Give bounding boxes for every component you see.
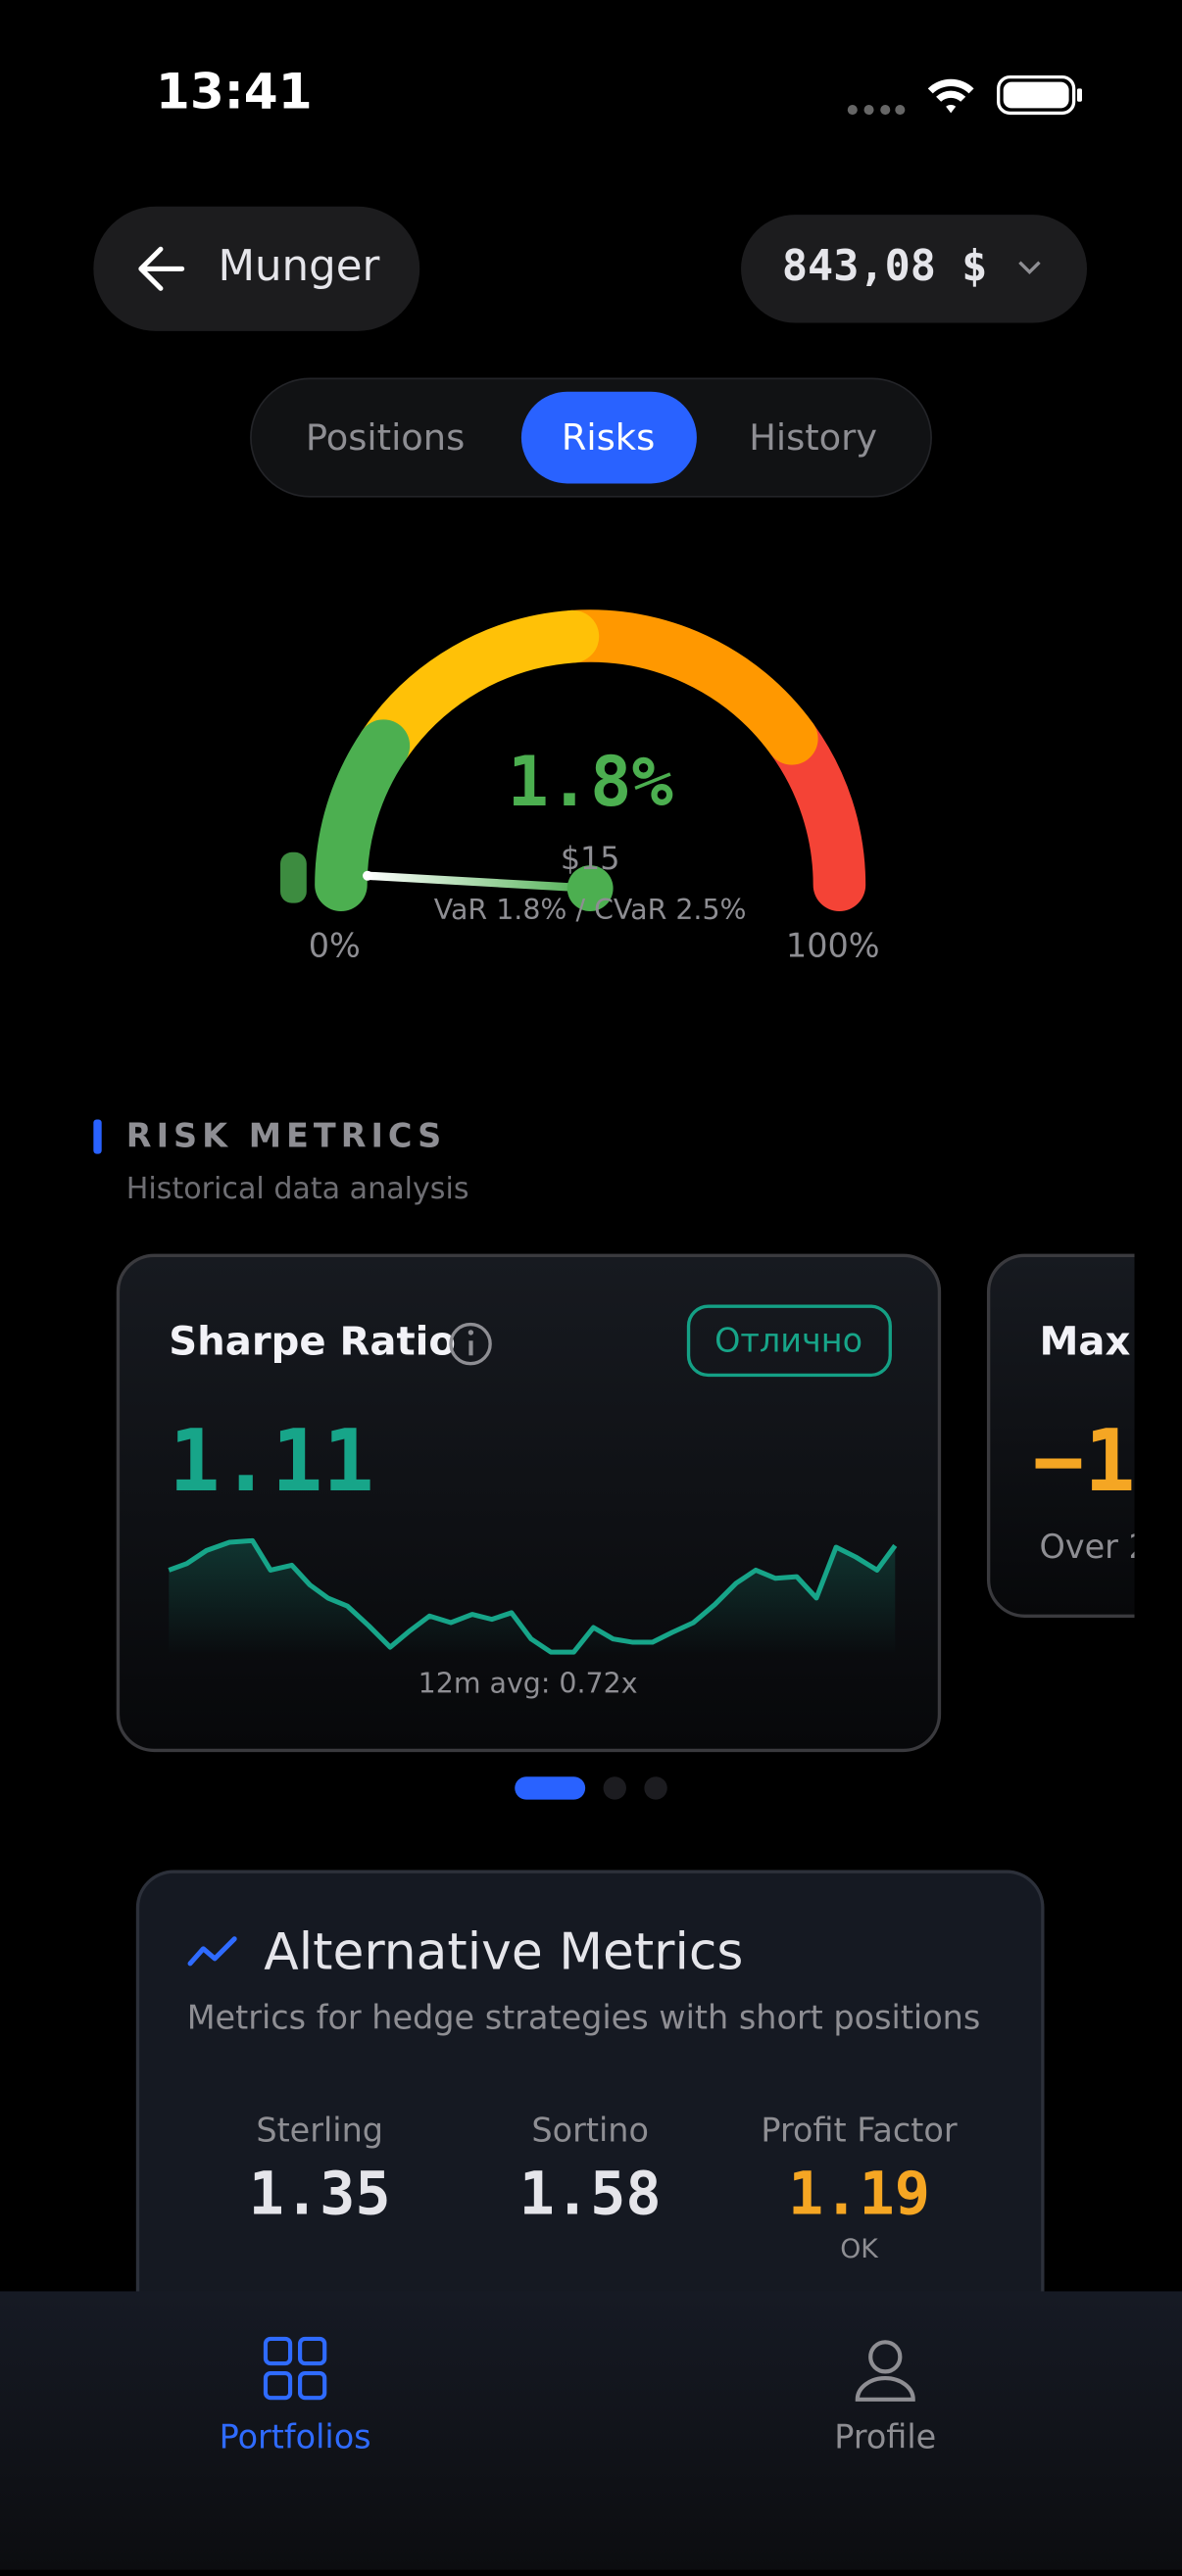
gauge-arcs — [315, 609, 866, 912]
card-title: Sharpe Ratio — [169, 1320, 456, 1365]
metric-label: Sterling — [256, 2112, 383, 2150]
back-label: Munger — [218, 242, 379, 291]
metric-label: Profit Factor — [761, 2112, 957, 2150]
card-value: −1 — [1033, 1411, 1136, 1511]
pager-dot-active[interactable] — [515, 1776, 586, 1800]
section-title: RISK METRICS — [126, 1116, 446, 1154]
gauge-value: 1.8% — [508, 742, 673, 822]
back-button[interactable] — [93, 206, 420, 331]
section-bar — [93, 1119, 102, 1154]
needle-tip — [363, 870, 373, 881]
info-icon[interactable] — [449, 1322, 492, 1366]
badge — [686, 1304, 892, 1378]
card-value: 1.11 — [169, 1411, 373, 1511]
gauge-marker — [280, 851, 307, 903]
metric-status: OK — [840, 2234, 879, 2264]
metric-card-next[interactable]: Max −1 Over 2 — [986, 1253, 1182, 1618]
tab-active[interactable] — [520, 391, 697, 484]
balance-button[interactable] — [741, 215, 1088, 323]
gauge-needle — [363, 871, 595, 893]
back-arrow — [138, 246, 185, 291]
balance: 843,08 $ — [782, 242, 987, 291]
alt-subtitle: Metrics for hedge strategies with short … — [187, 1998, 981, 2036]
status-icons — [847, 74, 1082, 116]
tab-nav — [0, 2291, 1182, 2570]
trend-icon — [187, 1936, 237, 1967]
tab[interactable]: History — [749, 416, 877, 459]
gauge-caption: VaR 1.8% / CVaR 2.5% — [434, 894, 747, 926]
nav-label[interactable]: Profile — [834, 2417, 936, 2455]
pager-dot[interactable] — [644, 1776, 667, 1800]
pager-dot[interactable] — [603, 1776, 626, 1800]
needle-hub — [566, 865, 614, 912]
card-caption: 12m avg: 0.72x — [419, 1668, 638, 1700]
status-time: 13:41 — [156, 63, 313, 121]
chevron — [1018, 261, 1041, 275]
gauge-max: 100% — [786, 926, 880, 964]
profile-icon[interactable] — [855, 2340, 915, 2402]
nav-label[interactable]: Portfolios — [220, 2417, 371, 2455]
metric-value: 1.19 — [788, 2161, 930, 2229]
metric-label: Sortino — [531, 2112, 648, 2150]
sparkline-area — [169, 1540, 896, 1656]
card-caption: Over 2 — [1039, 1528, 1149, 1566]
gauge-min: 0% — [309, 926, 361, 964]
tab[interactable]: Risks — [562, 416, 655, 459]
metric-value: 1.35 — [249, 2161, 391, 2229]
gauge-amount: $15 — [561, 842, 620, 877]
portfolios-icon[interactable] — [263, 2336, 327, 2401]
section-subtitle: Historical data analysis — [126, 1172, 469, 1206]
alt-title: Alternative Metrics — [264, 1923, 743, 1982]
tab[interactable]: Positions — [306, 416, 465, 459]
metric-value: 1.58 — [519, 2161, 662, 2229]
card-title: Max — [1039, 1320, 1130, 1365]
badge-text: Отлично — [714, 1321, 862, 1359]
metric-card — [986, 1253, 1135, 1618]
sparkline — [168, 1537, 898, 1655]
